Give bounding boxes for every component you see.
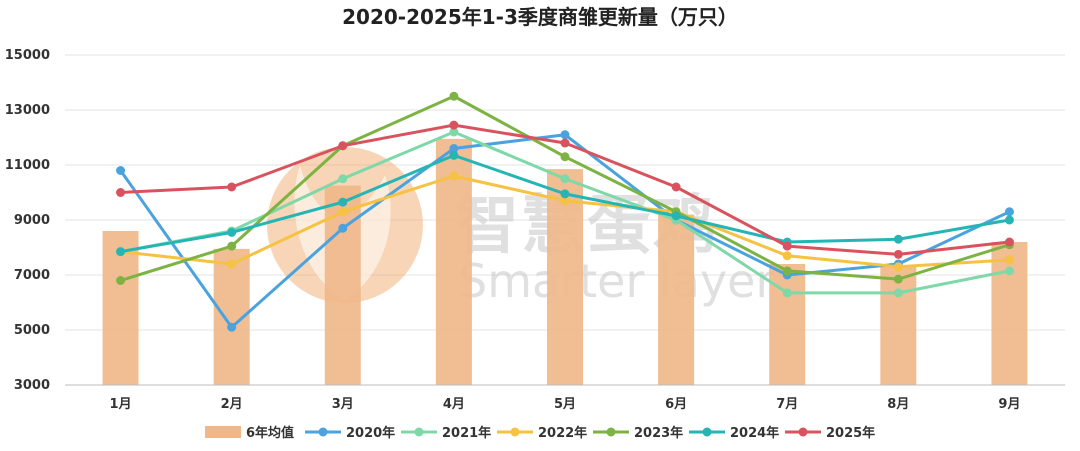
x-tick-label: 1月 (110, 397, 132, 412)
data-point (893, 274, 903, 284)
data-point (227, 241, 237, 251)
watermark-en: Smarter layer (458, 254, 774, 308)
x-tick-label: 4月 (443, 397, 465, 412)
data-point (560, 138, 570, 148)
data-point (560, 174, 570, 184)
legend-item: 2020年 (305, 425, 395, 441)
legend-label: 2024年 (730, 425, 779, 441)
data-point (116, 276, 126, 285)
x-tick-label: 6月 (665, 397, 687, 412)
y-tick-label: 11000 (5, 158, 50, 173)
data-point (449, 127, 459, 137)
data-point (227, 227, 237, 237)
chart-title: 2020-2025年1-3季度商雏更新量（万只） (342, 5, 738, 29)
y-tick-label: 5000 (14, 323, 50, 338)
legend-label: 2025年 (826, 425, 875, 441)
legend-label: 6年均值 (246, 425, 294, 441)
x-tick-label: 5月 (554, 397, 576, 412)
x-tick-label: 3月 (332, 397, 354, 412)
x-tick-label: 7月 (776, 397, 798, 412)
legend-label: 2020年 (346, 425, 395, 441)
y-tick-label: 15000 (5, 48, 50, 63)
data-point (893, 249, 903, 259)
x-tick-label: 2月 (221, 397, 243, 412)
line-layer (116, 91, 1014, 332)
legend-item: 2024年 (689, 425, 779, 441)
data-point (893, 262, 903, 272)
bar (658, 214, 695, 385)
data-point (449, 144, 459, 153)
data-point (338, 223, 348, 233)
data-point (1004, 266, 1014, 276)
x-tick-label: 9月 (998, 397, 1020, 412)
data-point (782, 288, 792, 298)
bar (769, 264, 806, 385)
data-point (560, 130, 570, 140)
data-point (782, 251, 792, 261)
y-tick-label: 13000 (5, 103, 50, 118)
data-point (560, 189, 570, 199)
data-point (338, 141, 348, 151)
legend-marker (702, 427, 712, 437)
data-point (782, 241, 792, 251)
legend-item: 6年均值 (205, 425, 294, 441)
data-point (671, 211, 681, 221)
legend-item: 2023年 (593, 425, 683, 441)
legend-marker (798, 427, 808, 437)
data-point (338, 197, 348, 207)
data-point (893, 288, 903, 298)
legend-label: 2022年 (538, 425, 587, 441)
y-tick-label: 9000 (14, 213, 50, 228)
data-point (227, 182, 237, 192)
legend-item: 2025年 (785, 425, 875, 441)
legend-marker (606, 427, 616, 437)
data-point (227, 259, 237, 269)
data-point (1004, 207, 1014, 217)
legend-item: 2022年 (497, 425, 587, 441)
data-point (1004, 215, 1014, 225)
data-point (116, 188, 126, 197)
data-point (116, 166, 126, 175)
data-point (449, 171, 459, 181)
data-point (338, 174, 348, 184)
data-point (671, 182, 681, 192)
legend-label: 2023年 (634, 425, 683, 441)
axis-layer: 3000 5000 7000 9000 11000 13000 15000 1月 2月 3月 4月 5… (5, 48, 1065, 412)
bar (102, 231, 139, 385)
legend-label: 2021年 (442, 425, 491, 441)
legend-marker (318, 427, 328, 437)
data-point (338, 207, 348, 217)
legend: 6年均值 2020年 2021年 2022年 2023年 2024年 2025年 (205, 425, 875, 441)
data-point (449, 91, 459, 101)
legend-marker (510, 427, 520, 437)
data-point (1004, 255, 1014, 265)
data-point (1004, 237, 1014, 247)
legend-swatch (205, 426, 241, 438)
data-point (893, 234, 903, 244)
y-tick-label: 7000 (14, 268, 50, 283)
data-point (449, 120, 459, 130)
legend-item: 2021年 (401, 425, 491, 441)
data-point (227, 322, 237, 332)
data-point (560, 152, 570, 162)
data-point (560, 196, 570, 206)
y-tick-label: 3000 (14, 378, 50, 393)
data-point (449, 150, 459, 160)
legend-marker (414, 427, 424, 437)
x-tick-label: 8月 (887, 397, 909, 412)
bar (880, 266, 917, 385)
data-point (782, 266, 792, 276)
data-point (116, 247, 126, 257)
bar (991, 242, 1028, 385)
